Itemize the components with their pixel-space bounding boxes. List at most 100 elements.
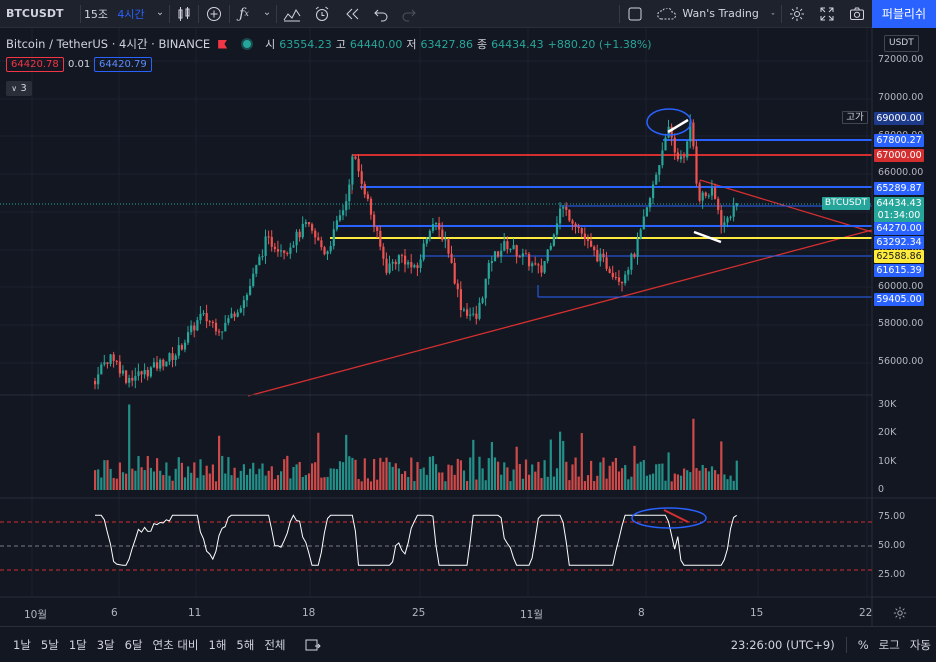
candle-body xyxy=(453,262,456,284)
symbol-description[interactable]: Bitcoin / TetherUS · 4시간 · BINANCE xyxy=(6,37,211,51)
candle-body xyxy=(165,361,168,367)
candle-body xyxy=(655,174,658,185)
redo-icon[interactable] xyxy=(395,0,423,28)
undo-icon[interactable] xyxy=(367,0,395,28)
spread-value: 0.01 xyxy=(68,59,91,70)
candle-body xyxy=(354,156,357,159)
goto-date-icon[interactable] xyxy=(305,638,325,652)
range-button[interactable]: 6달 xyxy=(124,637,143,652)
volume-bar xyxy=(583,481,586,490)
volume-bar xyxy=(484,480,487,490)
rsi-divergence-line[interactable] xyxy=(663,509,689,523)
candle-body xyxy=(645,207,648,217)
volume-bar xyxy=(125,473,128,490)
flag-icon[interactable] xyxy=(218,39,228,49)
white-slash-bottom[interactable] xyxy=(693,230,722,244)
percent-toggle[interactable]: % xyxy=(857,637,869,652)
candle-body xyxy=(159,359,162,369)
volume-bar xyxy=(596,475,599,490)
candle-body xyxy=(100,364,103,375)
publish-button[interactable]: 퍼블리쉬 xyxy=(871,0,936,28)
candle-body xyxy=(428,230,431,240)
chart-canvas[interactable] xyxy=(0,28,936,662)
candle-body xyxy=(249,286,252,295)
volume-bar xyxy=(190,472,193,490)
candle-body xyxy=(121,370,125,374)
volume-bar xyxy=(630,476,633,490)
indicators-toggle[interactable]: ∨ 3 xyxy=(6,81,32,96)
candle-body xyxy=(469,314,472,316)
candle-body xyxy=(407,262,410,265)
compare-label[interactable]: 15조 xyxy=(83,7,109,21)
range-button[interactable]: 3달 xyxy=(96,637,115,652)
candle-body xyxy=(676,152,679,160)
log-toggle[interactable]: 로그 xyxy=(878,637,900,652)
toolbar-divider xyxy=(276,4,277,23)
candle-body xyxy=(168,353,171,362)
expand-icon[interactable] xyxy=(812,0,842,28)
volume-bar xyxy=(624,465,627,490)
volume-bar xyxy=(642,460,645,490)
range-button[interactable]: 5날 xyxy=(40,637,59,652)
clock-timezone[interactable]: 23:26:00 (UTC+9) xyxy=(730,637,835,652)
volume-bar xyxy=(199,459,202,490)
volume-bar xyxy=(267,470,270,490)
gear-icon[interactable] xyxy=(893,606,907,620)
candle-body xyxy=(267,236,270,238)
chevron-down-icon[interactable] xyxy=(258,0,276,28)
candle-body xyxy=(317,237,320,241)
ascending-trendline[interactable] xyxy=(247,229,873,397)
buy-price-button[interactable]: 64420.79 xyxy=(94,57,152,72)
volume-bar xyxy=(617,471,621,490)
candle-body xyxy=(639,229,642,239)
candle-body xyxy=(605,257,608,269)
range-buttons: 1날 5날 1달 3달 6달 연초 대비 1해 5해 전체 xyxy=(0,637,291,653)
range-button[interactable]: 전체 xyxy=(264,637,286,652)
volume-bar xyxy=(404,471,407,490)
range-button[interactable]: 1해 xyxy=(208,637,227,652)
volume-bar xyxy=(562,440,565,490)
replay-icon[interactable] xyxy=(337,0,367,28)
chevron-down-icon[interactable] xyxy=(765,0,781,28)
high-value: 64440.00 xyxy=(349,37,403,51)
level-price-tag: 67800.27 xyxy=(874,134,924,148)
alert-icon[interactable] xyxy=(307,0,337,28)
interval-button[interactable]: 4시간 xyxy=(117,7,145,21)
high-circle-annotation[interactable] xyxy=(646,108,692,136)
candle-body xyxy=(447,239,450,254)
level-price-tag: 62588.86 xyxy=(874,250,924,263)
volume-bar xyxy=(732,480,735,490)
layout-button[interactable]: Wan's Trading xyxy=(650,0,765,28)
volume-bar xyxy=(552,476,555,490)
volume-bar xyxy=(146,456,149,490)
currency-button[interactable]: USDT xyxy=(884,35,919,52)
candles-icon[interactable] xyxy=(170,0,198,28)
templates-icon[interactable] xyxy=(277,0,307,28)
rsi-circle-annotation[interactable] xyxy=(631,507,707,529)
candle-body xyxy=(683,156,686,158)
candle-body xyxy=(593,246,596,251)
candle-body xyxy=(559,208,562,224)
volume-bar xyxy=(689,472,692,490)
symbol-search-button[interactable]: BTCUSDT xyxy=(6,7,64,20)
white-slash-top[interactable] xyxy=(667,118,689,134)
volume-bar xyxy=(379,457,382,490)
range-button[interactable]: 5해 xyxy=(236,637,255,652)
range-button[interactable]: 1달 xyxy=(68,637,87,652)
rsi-tick: 50.00 xyxy=(878,540,906,551)
fullscreen-layout-icon[interactable] xyxy=(620,0,650,28)
time-tick: 15 xyxy=(750,607,764,619)
candle-body xyxy=(450,253,453,263)
sell-price-button[interactable]: 64420.78 xyxy=(6,57,64,72)
chart-legend: Bitcoin / TetherUS · 4시간 · BINANCE 시 6355… xyxy=(6,36,652,52)
range-button[interactable]: 연초 대비 xyxy=(152,637,199,652)
volume-bar xyxy=(391,466,394,490)
auto-toggle[interactable]: 자동 xyxy=(909,637,931,652)
chevron-down-icon[interactable] xyxy=(151,0,169,28)
level-price-tag: 63292.34 xyxy=(874,236,924,249)
gear-icon[interactable] xyxy=(782,0,812,28)
camera-icon[interactable] xyxy=(842,0,872,28)
range-button[interactable]: 1날 xyxy=(13,637,31,652)
add-compare-icon[interactable] xyxy=(199,0,229,28)
